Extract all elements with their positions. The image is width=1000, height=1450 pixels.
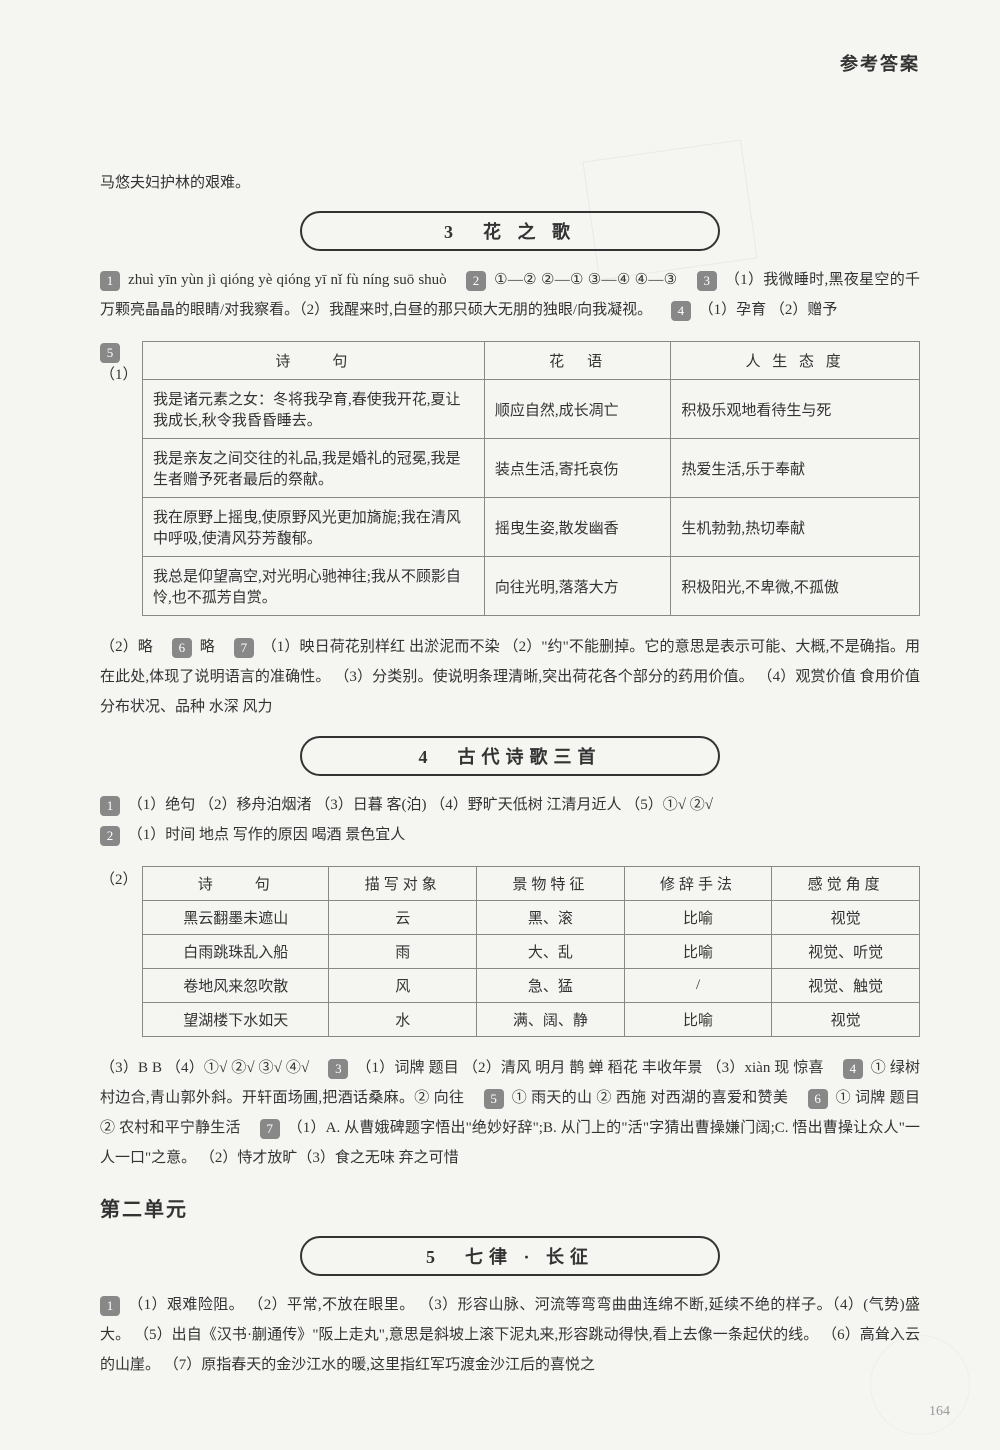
t2-r1c2: 大、乱: [477, 935, 625, 969]
s4-badge-1: 1: [100, 796, 120, 816]
table2-label: （2）: [100, 860, 142, 889]
s4-badge-6: 6: [808, 1089, 828, 1109]
s4-after-t2: （3）B B （4）①√ ②√ ③√ ④√: [100, 1060, 309, 1076]
t2-r1c1: 雨: [329, 935, 477, 969]
t2-r3c2: 满、阔、静: [477, 1003, 625, 1037]
badge-4: 4: [671, 301, 691, 321]
section-3-after: （2）略 6 略 7 （1）映日荷花别样红 出淤泥而不染 （2）"约"不能删掉。…: [100, 632, 920, 722]
t1-h1: 花 语: [484, 342, 670, 380]
t1-r3c0: 我总是仰望高空,对光明心驰神往;我从不顾影自怜,也不孤芳自赏。: [143, 557, 485, 616]
t1-r3c2: 积极阳光,不卑微,不孤傲: [671, 557, 920, 616]
t2-r3c1: 水: [329, 1003, 477, 1037]
match-answers: ①—② ②—① ③—④ ④—③: [494, 272, 677, 288]
t2-r2c0: 卷地风来忽吹散: [143, 969, 329, 1003]
badge-2: 2: [466, 271, 486, 291]
section-4-content-a: 1 （1）绝句 （2）移舟泊烟渚 （3）日暮 客(泊) （4）野旷天低树 江清月…: [100, 790, 920, 850]
t2-r2c1: 风: [329, 969, 477, 1003]
t1-r1c2: 热爱生活,乐于奉献: [671, 439, 920, 498]
t2-r3c3: 比喻: [624, 1003, 772, 1037]
after-t1: （2）略: [100, 639, 153, 655]
t2-r2c3: /: [624, 969, 772, 1003]
decorative-tag: [582, 139, 757, 280]
t2-r0c0: 黑云翻墨未遮山: [143, 901, 329, 935]
answer-4: （1）孕育 （2）赠予: [699, 302, 838, 318]
answer-7: （1）映日荷花别样红 出淤泥而不染 （2）"约"不能删掉。它的意思是表示可能、大…: [100, 639, 920, 715]
s4-answer-1: （1）绝句 （2）移舟泊烟渚 （3）日暮 客(泊) （4）野旷天低树 江清月近人…: [128, 797, 713, 813]
t1-r0c2: 积极乐观地看待生与死: [671, 380, 920, 439]
s4-answer-5: ① 雨天的山 ② 西施 对西湖的喜爱和赞美: [512, 1090, 788, 1106]
page-number: 164: [929, 1404, 950, 1420]
s5-answer-1: （1）艰难险阻。 （2）平常,不放在眼里。 （3）形容山脉、河流等弯弯曲曲连绵不…: [100, 1297, 920, 1373]
table1-label: 5 （1）: [100, 335, 142, 384]
t2-r1c4: 视觉、听觉: [772, 935, 920, 969]
badge-6: 6: [172, 638, 192, 658]
table-2: 诗 句 描写对象 景物特征 修辞手法 感觉角度 黑云翻墨未遮山云黑、滚比喻视觉 …: [142, 866, 920, 1037]
s5-badge-1: 1: [100, 1296, 120, 1316]
t2-r0c3: 比喻: [624, 901, 772, 935]
badge-5: 5: [100, 343, 120, 363]
t2-r3c0: 望湖楼下水如天: [143, 1003, 329, 1037]
t1-r2c2: 生机勃勃,热切奉献: [671, 498, 920, 557]
t1-h0: 诗 句: [143, 342, 485, 380]
t2-r2c2: 急、猛: [477, 969, 625, 1003]
t2-h4: 感觉角度: [772, 867, 920, 901]
s4-badge-2: 2: [100, 826, 120, 846]
answer-6: 略: [200, 639, 215, 655]
page-header: 参考答案: [840, 50, 920, 76]
t2-h2: 景物特征: [477, 867, 625, 901]
t1-r1c0: 我是亲友之间交往的礼品,我是婚礼的冠冕,我是生者赠予死者最后的祭献。: [143, 439, 485, 498]
section-4-content-b: （3）B B （4）①√ ②√ ③√ ④√ 3 （1）词牌 题目 （2）清风 明…: [100, 1053, 920, 1173]
t2-r0c2: 黑、滚: [477, 901, 625, 935]
s4-answer-2: （1）时间 地点 写作的原因 喝酒 景色宜人: [128, 827, 406, 843]
pinyin-line: zhuì yīn yùn jì qióng yè qióng yī nǐ fù …: [128, 272, 447, 288]
s4-badge-3: 3: [328, 1059, 348, 1079]
t1-r1c1: 装点生活,寄托哀伤: [484, 439, 670, 498]
t2-h1: 描写对象: [329, 867, 477, 901]
section-3-title: 3 花 之 歌: [300, 211, 720, 251]
t2-r1c0: 白雨跳珠乱入船: [143, 935, 329, 969]
badge-7: 7: [234, 638, 254, 658]
s4-badge-5: 5: [484, 1089, 504, 1109]
t1-r3c1: 向往光明,落落大方: [484, 557, 670, 616]
section-5-content: 1 （1）艰难险阻。 （2）平常,不放在眼里。 （3）形容山脉、河流等弯弯曲曲连…: [100, 1290, 920, 1380]
t2-r0c4: 视觉: [772, 901, 920, 935]
t2-r3c4: 视觉: [772, 1003, 920, 1037]
s4-answer-3: （1）词牌 题目 （2）清风 明月 鹊 蝉 稻花 丰收年景 （3）xiàn 现 …: [356, 1060, 823, 1076]
t2-r1c3: 比喻: [624, 935, 772, 969]
t1-r2c0: 我在原野上摇曳,使原野风光更加旖旎;我在清风中呼吸,使清风芬芳馥郁。: [143, 498, 485, 557]
t2-h3: 修辞手法: [624, 867, 772, 901]
s4-badge-4: 4: [843, 1059, 863, 1079]
t1-r0c0: 我是诸元素之女：冬将我孕育,春使我开花,夏让我成长,秋令我昏昏睡去。: [143, 380, 485, 439]
section-5-title: 5 七律 · 长征: [300, 1236, 720, 1276]
unit-2-title: 第二单元: [100, 1193, 920, 1222]
s4-badge-7: 7: [260, 1119, 280, 1139]
t2-r0c1: 云: [329, 901, 477, 935]
label-5: （1）: [100, 367, 138, 383]
badge-3: 3: [697, 271, 717, 291]
t1-r2c1: 摇曳生姿,散发幽香: [484, 498, 670, 557]
t1-h2: 人 生 态 度: [671, 342, 920, 380]
t1-r0c1: 顺应自然,成长凋亡: [484, 380, 670, 439]
intro-text: 马悠夫妇护林的艰难。: [100, 170, 920, 197]
decorative-circle: [870, 1335, 970, 1435]
t2-h0: 诗 句: [143, 867, 329, 901]
badge-1: 1: [100, 271, 120, 291]
section-3-content: 1 zhuì yīn yùn jì qióng yè qióng yī nǐ f…: [100, 265, 920, 325]
table-1: 诗 句 花 语 人 生 态 度 我是诸元素之女：冬将我孕育,春使我开花,夏让我成…: [142, 341, 920, 616]
t2-r2c4: 视觉、触觉: [772, 969, 920, 1003]
section-4-title: 4 古代诗歌三首: [300, 736, 720, 776]
